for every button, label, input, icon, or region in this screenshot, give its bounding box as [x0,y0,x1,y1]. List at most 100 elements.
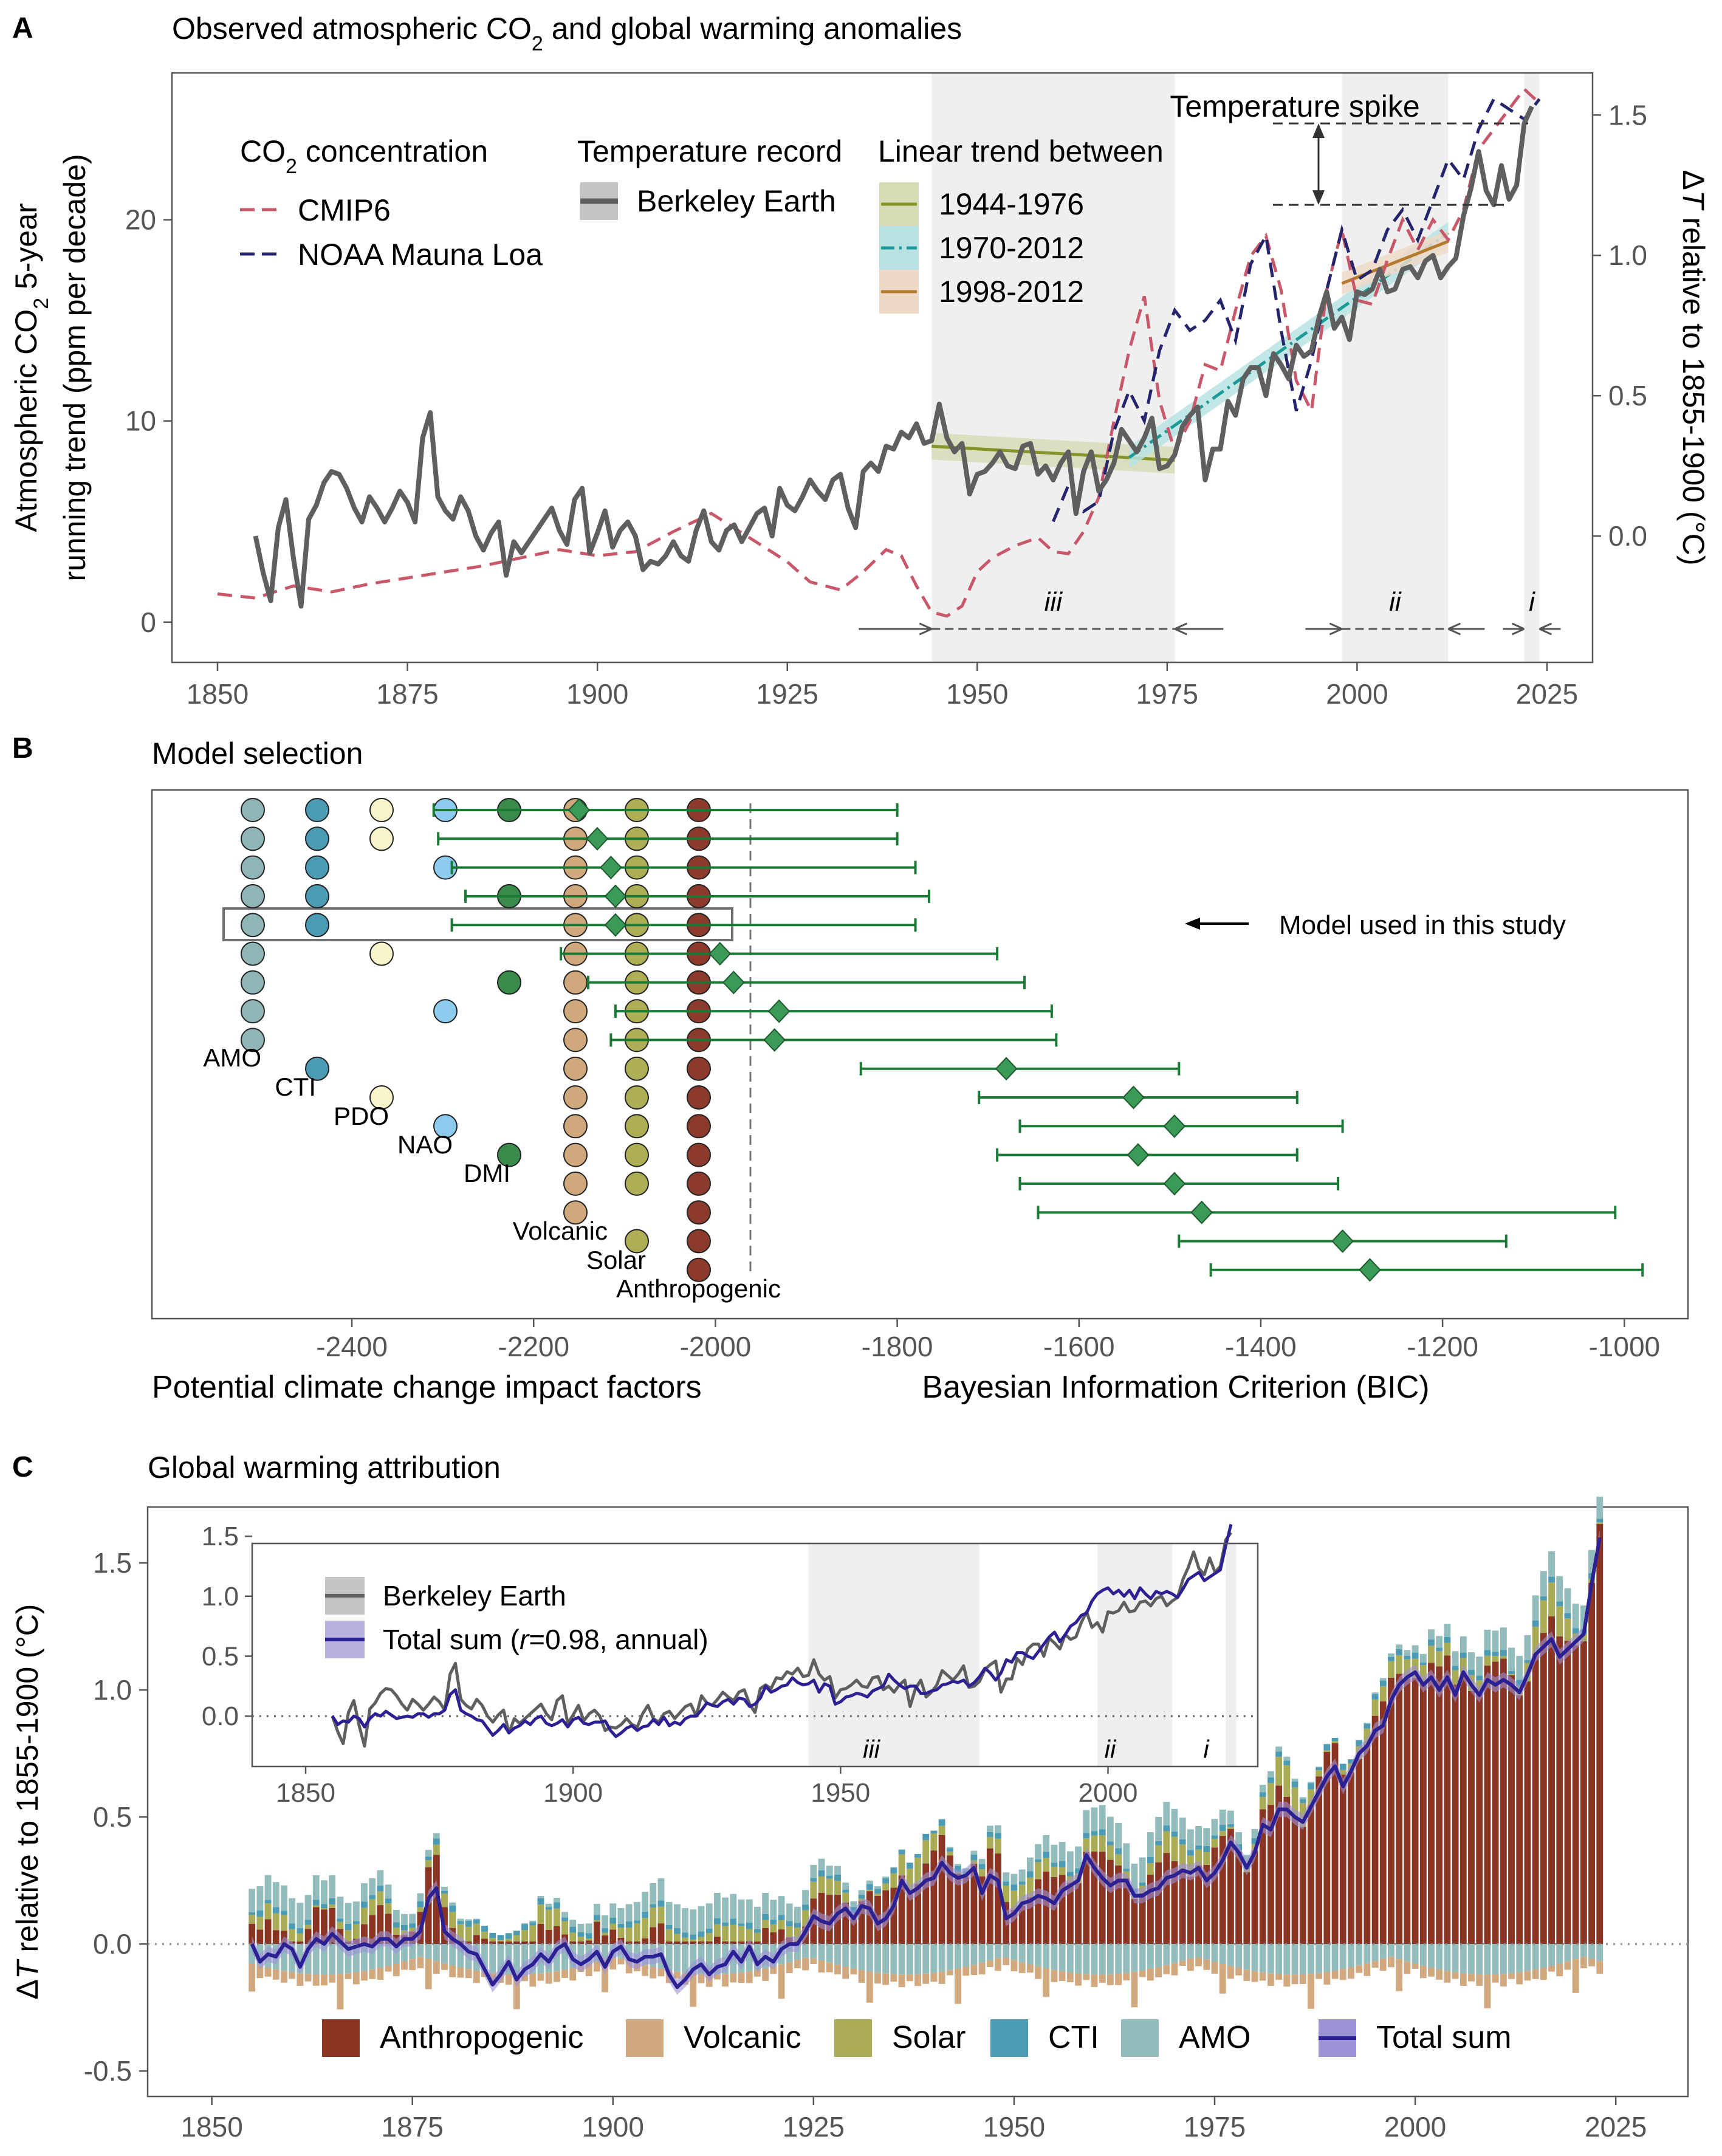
a-x-tick-label-1950: 1950 [946,678,1008,710]
bar-1970-amo [1171,1809,1178,1832]
b-x-tick-label--1000: -1000 [1588,1331,1660,1362]
bar-1855-volcanic [249,1963,255,1991]
bar-1924-amo-neg [802,1944,809,1958]
bar-2000-cti [1412,1652,1419,1658]
factor-dot-r12-anthropogenic [687,1144,710,1167]
bar-1904-amo [642,1892,648,1912]
bar-2010-amo [1492,1630,1499,1652]
bar-1943-amo [955,1864,961,1866]
bar-1881-volcanic [458,1967,464,1977]
bar-1892-anthropogenic [546,1930,552,1944]
bar-1885-cti [489,1933,496,1938]
bar-1960-amo [1091,1807,1098,1831]
bar-2012-anthropogenic [1508,1675,1515,1944]
c-x-tick-label-1975: 1975 [1184,2111,1246,2143]
bar-1970-amo-neg [1171,1944,1178,1963]
bar-1969-cti [1163,1825,1170,1831]
bar-1889-solar [521,1930,528,1941]
bar-1982-volcanic [1267,1973,1274,1986]
bar-1918-cti [754,1929,761,1933]
bar-2009-amo-neg [1484,1944,1491,1974]
bar-1928-volcanic [834,1965,841,1974]
a-x-tick-label-2025: 2025 [1516,678,1578,710]
bar-1941-volcanic [939,1971,945,1983]
bar-1968-anthropogenic [1155,1862,1162,1944]
bar-1887-cti [506,1933,512,1938]
bar-2012-solar [1508,1674,1515,1675]
bar-1910-solar [690,1940,696,1941]
bar-1877-solar [425,1860,432,1867]
bar-1996-volcanic [1380,1959,1387,1971]
bar-1915-cti [730,1918,736,1924]
bar-1968-cti [1155,1841,1162,1845]
a-x-tick-label-1850: 1850 [187,678,249,710]
bar-1975-solar [1212,1839,1218,1847]
bar-1979-amo-neg [1243,1944,1250,1969]
bar-1967-cti [1147,1857,1154,1863]
bar-1974-volcanic [1203,1960,1210,1970]
bar-1875-amo [409,1914,416,1924]
bar-1862-volcanic [305,1974,312,1981]
bar-1980-amo [1252,1829,1258,1838]
bar-1873-volcanic [393,1963,400,1976]
bar-2020-amo-neg [1573,1944,1579,1959]
bar-2012-cti [1508,1671,1515,1674]
bar-1868-amo [353,1901,360,1921]
bar-1957-amo [1067,1852,1074,1872]
bar-1997-amo-neg [1388,1944,1394,1957]
bar-1984-amo [1283,1757,1290,1760]
bar-1972-amo-neg [1187,1944,1194,1959]
bar-1952-amo [1027,1858,1034,1871]
bar-1916-solar [738,1926,745,1941]
bar-1981-volcanic [1260,1972,1266,1981]
bar-1986-volcanic [1300,1974,1306,1984]
bar-1937-amo-neg [907,1944,913,1974]
bar-1945-amo-neg [971,1944,978,1965]
bar-1932-solar [866,1890,873,1891]
factor-dot-r2-amo [241,856,264,879]
bar-1877-volcanic [425,1959,432,1989]
bar-1895-anthropogenic [569,1941,576,1944]
bar-1911-solar [698,1937,705,1941]
bar-2018-solar [1556,1606,1563,1636]
bar-1995-solar [1372,1699,1379,1715]
bar-1921-volcanic [778,1965,785,1999]
bar-1879-amo-neg [441,1944,448,1963]
bar-1985-volcanic [1292,1974,1298,1984]
bar-1980-volcanic [1252,1971,1258,1982]
bar-1953-amo-neg [1035,1944,1041,1966]
bar-1999-amo-neg [1404,1944,1410,1962]
factor-dot-r3-cti [306,885,329,908]
bar-1961-amo-neg [1099,1944,1106,1974]
bar-1905-cti [650,1904,656,1907]
bar-1998-amo [1396,1644,1402,1649]
bar-1855-cti [249,1912,255,1915]
bar-1980-amo-neg [1252,1944,1258,1971]
bar-1998-volcanic [1396,1959,1402,1991]
bar-1995-amo [1372,1692,1379,1694]
bic-point-13 [1164,1173,1185,1195]
inset-shaded-period-3 [1226,1543,1237,1766]
bar-1948-volcanic [995,1958,1001,1971]
bar-1871-volcanic [377,1968,383,1980]
bar-1973-cti [1195,1845,1202,1850]
bar-1946-amo [979,1859,986,1864]
bar-1956-amo-neg [1059,1944,1066,1971]
bar-1926-amo [818,1859,825,1870]
bic-point-6 [723,972,744,994]
bar-1933-amo-neg [874,1944,881,1972]
bar-1962-solar [1107,1845,1114,1860]
panel-a-ylabel-left: Atmospheric CO2 5-year [9,203,53,532]
bar-1874-volcanic [401,1962,408,1970]
bar-1873-amo [393,1910,400,1923]
panel-a-title: Observed atmospheric CO2 and global warm… [172,12,962,55]
bar-2002-amo-neg [1428,1944,1435,1968]
bar-1990-volcanic [1332,1971,1339,1979]
bar-1964-volcanic [1123,1973,1130,1980]
bar-2009-cti [1484,1650,1491,1656]
bar-1869-amo [361,1883,368,1901]
bar-1997-solar [1388,1661,1394,1678]
bar-1860-cti [289,1923,295,1929]
bar-1920-solar [770,1924,777,1932]
bar-1968-solar [1155,1845,1162,1862]
